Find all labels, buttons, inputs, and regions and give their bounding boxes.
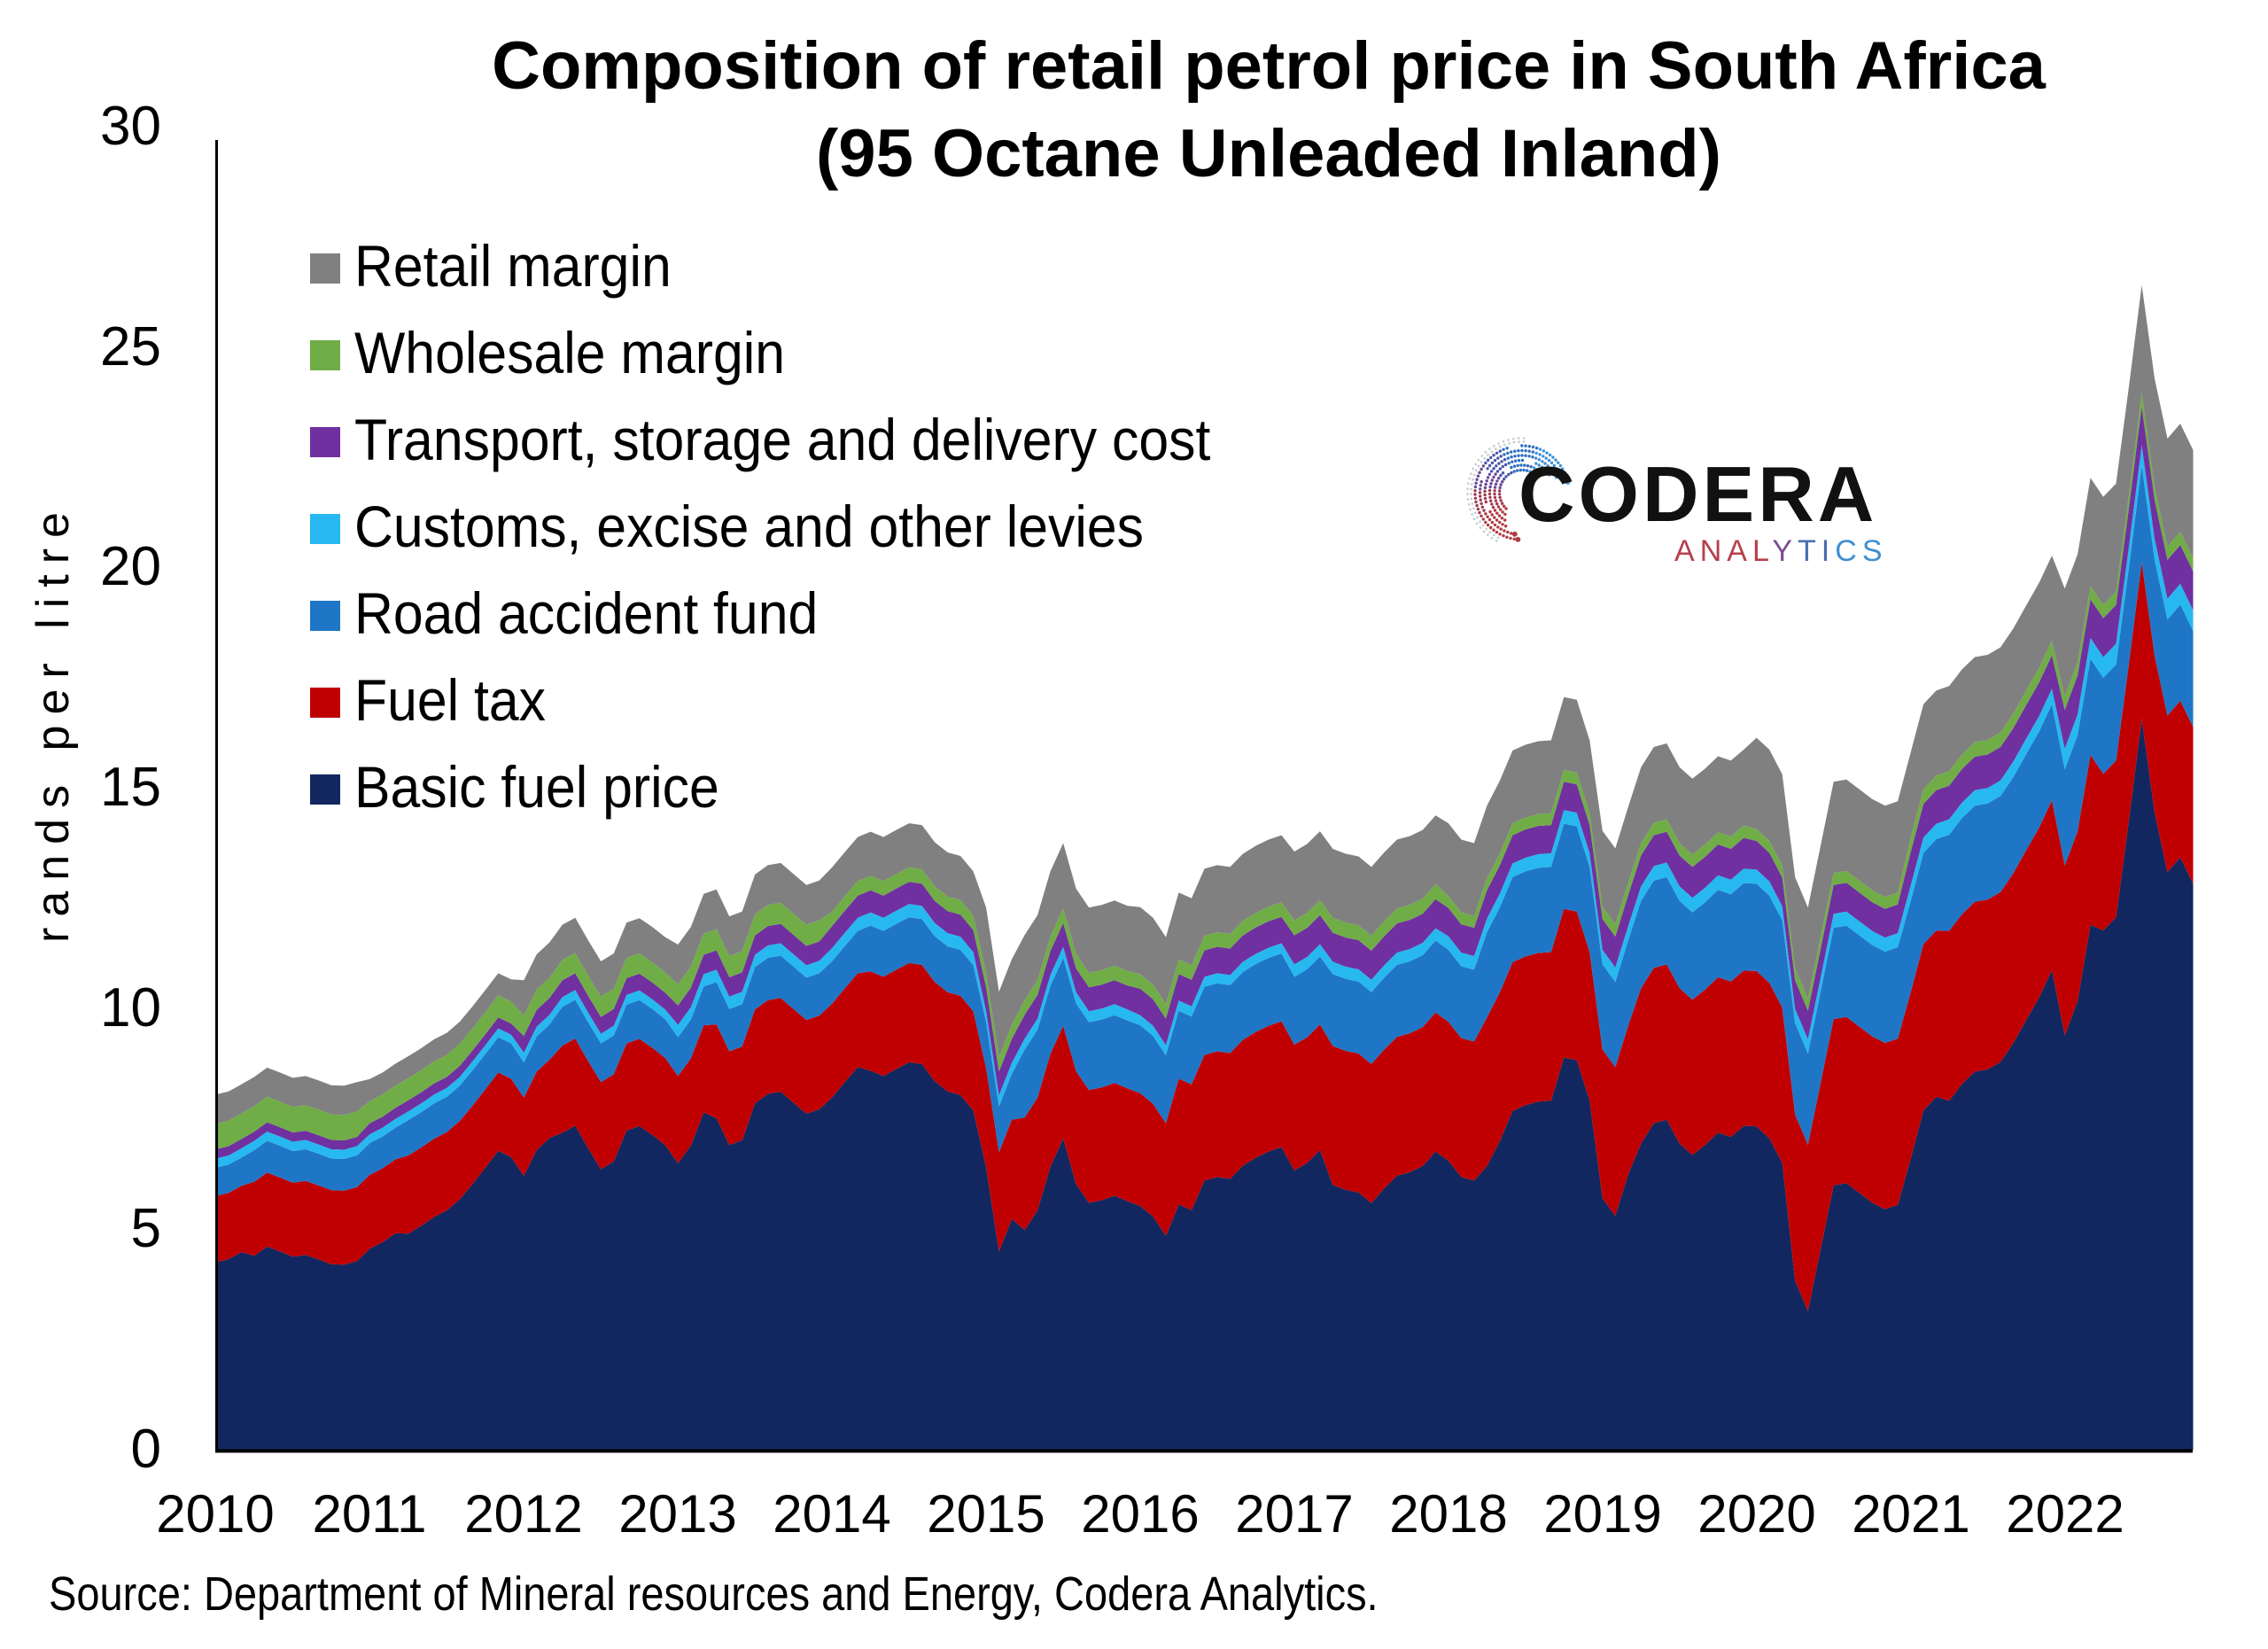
svg-text:CODERA: CODERA bbox=[1518, 450, 1877, 538]
svg-text:ANALYTICS: ANALYTICS bbox=[1674, 534, 1888, 568]
